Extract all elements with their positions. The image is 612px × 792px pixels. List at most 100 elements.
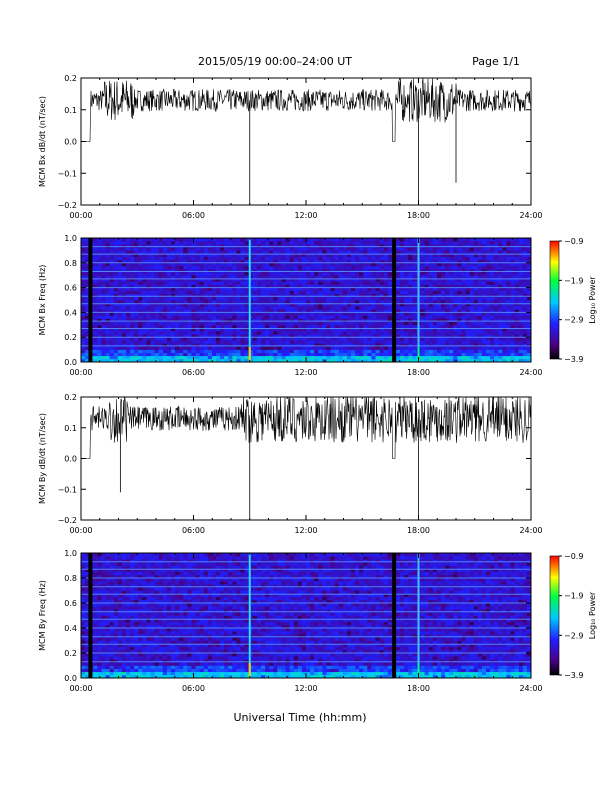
spectrogram-cell bbox=[322, 293, 327, 298]
spectrogram-cell bbox=[404, 272, 409, 276]
spectrogram-cell bbox=[216, 303, 221, 307]
spectrogram-cell bbox=[220, 355, 225, 360]
spectrogram-cell bbox=[146, 272, 151, 276]
spectrogram-cell bbox=[412, 300, 417, 304]
spectrogram-cell bbox=[351, 265, 356, 270]
spectrogram-cell bbox=[473, 244, 479, 248]
spectrogram-cell bbox=[211, 352, 217, 357]
spectrogram-cell bbox=[101, 303, 106, 307]
spectrogram-cell bbox=[387, 306, 393, 310]
spectrogram-cell bbox=[379, 355, 385, 360]
spectrogram-cell bbox=[265, 281, 270, 285]
spectrogram-cell bbox=[453, 293, 458, 298]
spectrogram-cell bbox=[199, 256, 205, 260]
spectrogram-cell bbox=[158, 262, 164, 267]
spectrogram-cell bbox=[518, 238, 524, 242]
spectrogram-cell bbox=[526, 324, 532, 329]
spectrogram-cell bbox=[109, 643, 115, 648]
spectrogram-cell bbox=[109, 331, 115, 335]
spectrogram-cell bbox=[93, 631, 98, 635]
spectrogram-cell bbox=[281, 253, 286, 257]
spectrogram-cell bbox=[359, 293, 364, 298]
spectrogram-cell bbox=[179, 253, 184, 257]
spectrogram-cell bbox=[93, 272, 98, 276]
y-tick-label: 0.2 bbox=[64, 74, 77, 83]
spectrogram-cell bbox=[314, 265, 319, 270]
spectrogram-cell bbox=[424, 327, 430, 332]
spectrogram-cell bbox=[498, 349, 503, 353]
spectrogram-cell bbox=[216, 349, 221, 353]
spectrogram-cell bbox=[494, 238, 499, 242]
spectrogram-cell bbox=[314, 346, 319, 350]
spectrogram-cell bbox=[338, 290, 344, 295]
spectrogram-cell bbox=[494, 262, 499, 267]
spectrogram-cell bbox=[101, 346, 106, 350]
spectrogram-cell bbox=[203, 343, 209, 347]
spectrogram-cell bbox=[412, 290, 417, 295]
spectrogram-cell bbox=[252, 265, 258, 270]
dbdt-panel-0: 00:00 06:00 12:00 18:00 24:000.20.10.0−0.1−0… bbox=[38, 74, 543, 220]
spectrogram-cell bbox=[387, 287, 393, 291]
spectrogram-cell bbox=[211, 250, 217, 254]
spectrogram-cell bbox=[236, 318, 241, 322]
spectrogram-cell bbox=[330, 300, 335, 304]
spectrogram-cell bbox=[220, 269, 225, 273]
spectrogram-cell bbox=[109, 300, 115, 304]
spectrogram-cell bbox=[326, 327, 331, 332]
spectrogram-cell bbox=[105, 303, 110, 307]
spectrogram-cell bbox=[187, 352, 192, 357]
spectrogram-cell bbox=[289, 337, 295, 341]
spectrogram-cell bbox=[101, 293, 106, 298]
spectrogram-cell bbox=[465, 287, 470, 291]
spectrogram-cell bbox=[273, 281, 278, 285]
spectrogram-cell bbox=[494, 309, 499, 313]
spectrogram-cell bbox=[486, 309, 491, 313]
spectrogram-cell bbox=[355, 296, 360, 301]
spectrogram-cell bbox=[109, 646, 115, 651]
dbdt-panel-2: 00:00 06:00 12:00 18:00 24:000.20.10.0−0.1−0… bbox=[38, 393, 543, 535]
spectrogram-cell bbox=[85, 331, 90, 335]
spectrogram-cell bbox=[277, 262, 282, 267]
spectrogram-cell bbox=[461, 343, 466, 347]
spectrogram-cell bbox=[130, 358, 135, 363]
spectrogram-cell bbox=[375, 244, 380, 248]
spectrogram-cell bbox=[408, 334, 413, 338]
spectrogram-cell bbox=[273, 312, 278, 316]
spectrogram-cell bbox=[252, 355, 258, 360]
spectrogram-cell bbox=[146, 296, 151, 301]
spectrogram-cell bbox=[81, 318, 86, 322]
spectrogram-cell bbox=[273, 358, 278, 363]
spectrogram-cell bbox=[441, 290, 446, 295]
spectrogram-cell bbox=[232, 253, 237, 257]
spectrogram-cell bbox=[285, 253, 290, 257]
spectrogram-cell bbox=[367, 284, 372, 288]
spectrogram-cell bbox=[469, 284, 475, 288]
spectrogram-cell bbox=[252, 296, 258, 301]
spectrogram-cell bbox=[477, 349, 483, 353]
spectrogram-cell bbox=[240, 303, 245, 307]
spectrogram-cell bbox=[146, 306, 151, 310]
spectrogram-cell bbox=[383, 265, 389, 270]
spectrogram-cell bbox=[387, 331, 393, 335]
spectrogram-cell bbox=[273, 346, 278, 350]
dbdt-trace bbox=[81, 78, 532, 142]
spectrogram-cell bbox=[179, 284, 184, 288]
spectrogram-cell bbox=[281, 256, 286, 260]
spectrogram-cell bbox=[93, 621, 98, 626]
spectrogram-cell bbox=[105, 618, 110, 623]
spectrogram-cell bbox=[105, 643, 110, 648]
spectrogram-cell bbox=[121, 315, 127, 319]
spectrogram-cell bbox=[293, 284, 299, 288]
spectrogram-cell bbox=[518, 296, 524, 301]
spectrogram-cell bbox=[428, 269, 434, 273]
spectrogram-cell bbox=[256, 281, 262, 285]
spectrogram-cell bbox=[506, 315, 511, 319]
spectrogram-cell bbox=[359, 355, 364, 360]
spectrogram-cell bbox=[232, 300, 237, 304]
spectrogram-cell bbox=[314, 355, 319, 360]
spectrogram-cell bbox=[522, 334, 528, 338]
spectrogram-cell bbox=[334, 327, 340, 332]
spectrogram-cell bbox=[506, 318, 511, 322]
spectrogram-cell bbox=[375, 247, 380, 251]
spectrogram-cell bbox=[473, 337, 479, 341]
